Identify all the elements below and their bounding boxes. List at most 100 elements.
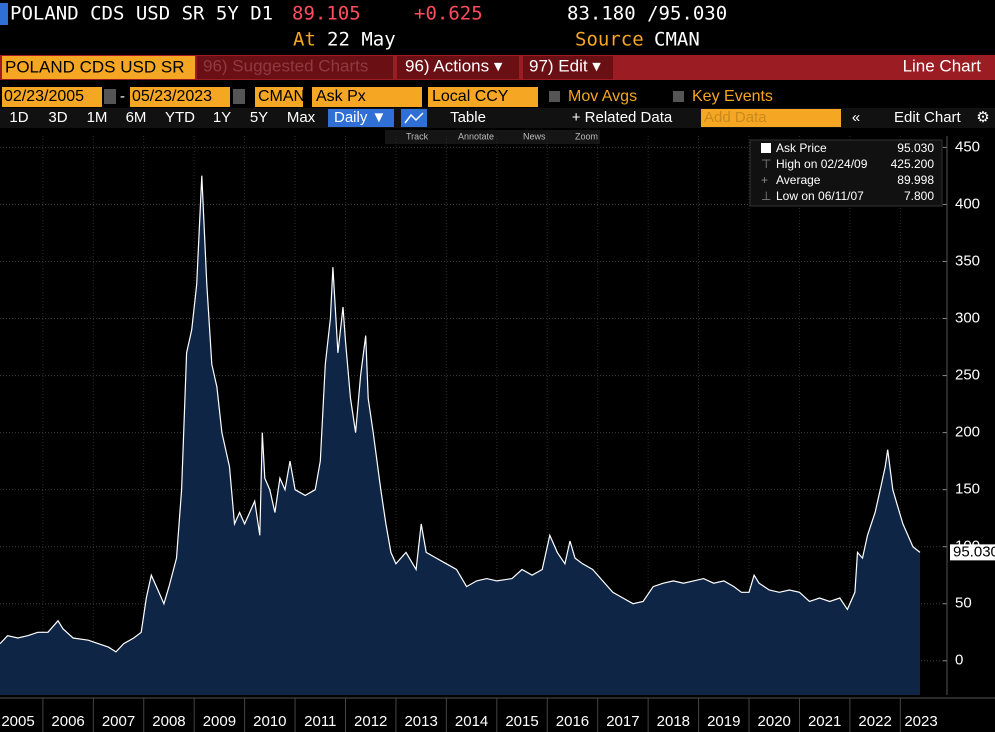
x-tick-label: 2008 xyxy=(152,713,185,730)
tools-bar xyxy=(385,130,600,144)
y-tick-label: 250 xyxy=(955,367,980,384)
y-tick-label: 400 xyxy=(955,195,980,212)
date: 22 May xyxy=(327,29,396,51)
tool[interactable]: Track xyxy=(406,131,429,141)
currency: Local CCY xyxy=(432,88,509,105)
start-field[interactable] xyxy=(2,87,102,107)
related[interactable]: + Related Data xyxy=(572,109,673,126)
x-tick-label: 2010 xyxy=(253,713,286,730)
frequency: Daily ▼ xyxy=(334,109,386,126)
ticker-field[interactable] xyxy=(2,56,195,79)
period[interactable]: YTD xyxy=(165,109,195,126)
legend xyxy=(749,139,943,207)
legend-label: High on 02/24/09 xyxy=(776,157,868,171)
x-tick-label: 2011 xyxy=(304,713,336,730)
legend-value: 425.200 xyxy=(891,157,935,171)
x-tick-label: 2012 xyxy=(354,713,387,730)
mov-avgs: Mov Avgs xyxy=(568,88,637,105)
x-tick-label: 2014 xyxy=(455,713,488,730)
edit-button[interactable] xyxy=(523,56,613,79)
legend-icon: ⊥ xyxy=(761,189,771,203)
x-tick-label: 2005 xyxy=(1,713,34,730)
field: Ask Px xyxy=(316,88,366,105)
x-tick-label: 2007 xyxy=(102,713,135,730)
x-tick-label: 2023 xyxy=(904,713,937,730)
table[interactable]: Table xyxy=(450,109,486,126)
x-tick-label: 2013 xyxy=(404,713,437,730)
period[interactable]: Max xyxy=(287,109,316,126)
suggested: 96) Suggested Charts xyxy=(203,56,368,75)
cal-icon[interactable] xyxy=(233,89,245,104)
edit-chart[interactable]: Edit Chart xyxy=(894,109,962,126)
add-field[interactable] xyxy=(701,109,841,127)
security: POLAND CDS USD SR 5Y D1 xyxy=(10,3,273,25)
source-setting: CMAN xyxy=(258,88,305,105)
x-tick-label: 2015 xyxy=(505,713,538,730)
period[interactable]: 3D xyxy=(48,109,67,126)
y-tick-label: 0 xyxy=(955,652,963,669)
y-tick-label: 450 xyxy=(955,138,980,155)
legend-value: 7.800 xyxy=(904,189,934,203)
settings-gear[interactable]: ⚙ xyxy=(976,109,989,126)
area xyxy=(0,175,920,695)
legend-value: 95.030 xyxy=(897,141,934,155)
period[interactable]: 1Y xyxy=(213,109,231,126)
actions: 96) Actions ▾ xyxy=(405,56,503,75)
period[interactable]: 1M xyxy=(87,109,108,126)
tool[interactable]: Zoom xyxy=(575,131,598,141)
source-label: Source xyxy=(575,29,644,51)
ticker: POLAND CDS USD SR xyxy=(5,57,184,76)
frequency-button[interactable] xyxy=(328,109,394,127)
x-tick-label: 2016 xyxy=(556,713,589,730)
last-value-label: 95.030 xyxy=(953,543,995,560)
start: 02/23/2005 xyxy=(4,88,84,105)
x-tick-label: 2006 xyxy=(51,713,84,730)
source-field[interactable] xyxy=(255,87,303,107)
legend-label: Average xyxy=(776,173,821,187)
chart-glyph xyxy=(404,112,424,124)
checkbox[interactable] xyxy=(673,91,684,102)
marker xyxy=(0,3,8,25)
y-tick-label: 300 xyxy=(955,309,980,326)
currency-field[interactable] xyxy=(428,87,538,107)
period[interactable]: 6M xyxy=(126,109,147,126)
x-tick-label: 2017 xyxy=(606,713,639,730)
actions-button[interactable] xyxy=(397,56,519,79)
last-tag xyxy=(950,544,995,561)
dash: - xyxy=(120,88,125,105)
plot: 0501001502002503003504004502005200620072… xyxy=(0,136,995,732)
source: CMAN xyxy=(654,29,700,51)
collapse[interactable]: « xyxy=(852,109,860,126)
field-field[interactable] xyxy=(312,87,422,107)
key-events: Key Events xyxy=(692,88,773,105)
end-field[interactable] xyxy=(130,87,230,107)
legend-icon: + xyxy=(761,173,768,187)
period[interactable]: 1D xyxy=(9,109,28,126)
line xyxy=(0,175,921,653)
y-tick-label: 150 xyxy=(955,481,980,498)
checkbox[interactable] xyxy=(549,91,560,102)
suggested-button[interactable] xyxy=(197,56,393,79)
tool[interactable]: News xyxy=(523,131,546,141)
x-tick-label: 2019 xyxy=(707,713,740,730)
last-price: 89.105 xyxy=(292,3,361,25)
x-tick-label: 2018 xyxy=(657,713,690,730)
x-tick-label: 2022 xyxy=(858,713,891,730)
view: Line Chart xyxy=(903,56,982,75)
at-label: At xyxy=(293,29,316,51)
cal-icon[interactable] xyxy=(104,89,116,104)
legend-label: Ask Price xyxy=(776,141,827,155)
period-bar xyxy=(0,108,995,128)
change: +0.625 xyxy=(414,3,483,25)
y-tick-label: 50 xyxy=(955,595,972,612)
x-tick-label: 2009 xyxy=(203,713,236,730)
range: 83.180 /95.030 xyxy=(567,3,727,25)
y-tick-label: 350 xyxy=(955,252,980,269)
period[interactable]: 5Y xyxy=(250,109,268,126)
legend-icon: ⊤ xyxy=(761,157,771,171)
tool[interactable]: Annotate xyxy=(458,131,494,141)
y-tick-label: 200 xyxy=(955,424,980,441)
x-tick-label: 2020 xyxy=(758,713,791,730)
x-tick-label: 2021 xyxy=(808,713,841,730)
